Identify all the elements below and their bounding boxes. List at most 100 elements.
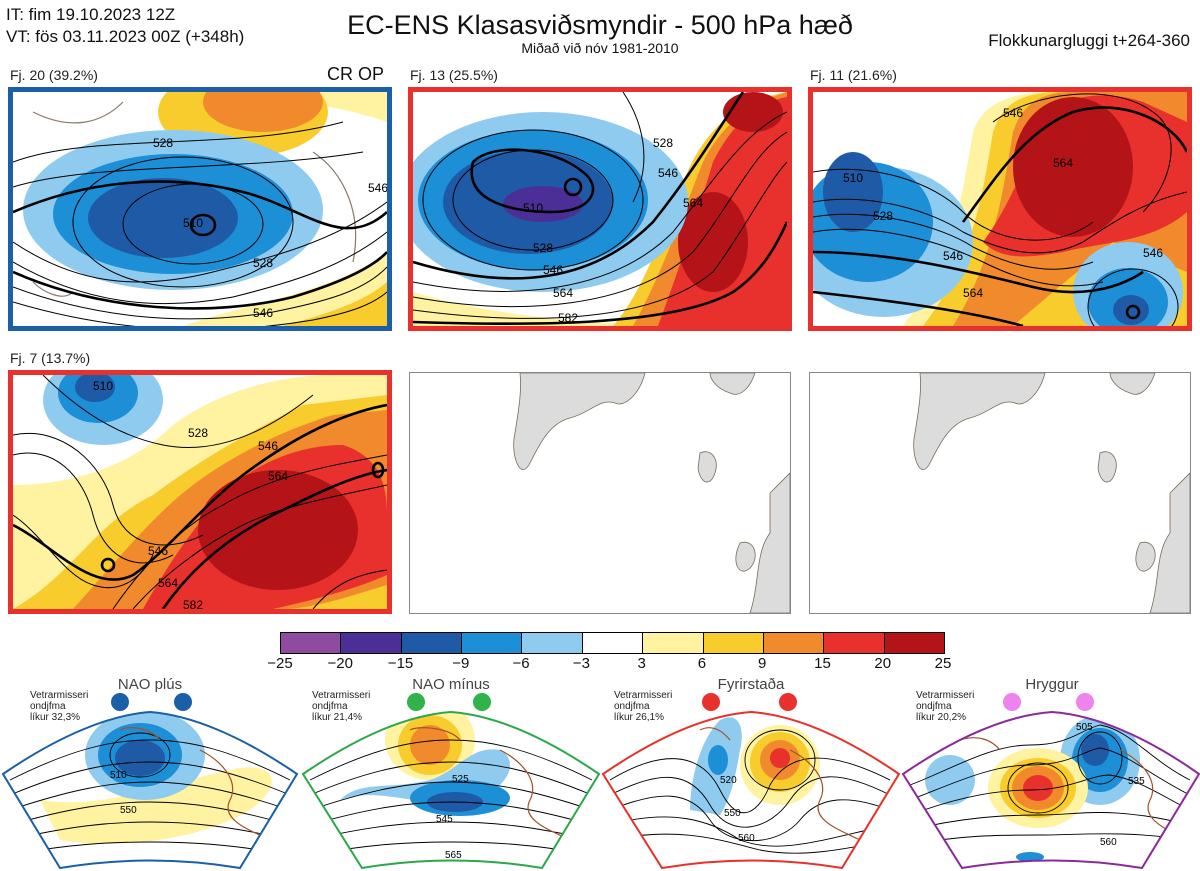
panel-2-contour-label: 582 bbox=[558, 311, 578, 325]
colorbar-tick-label: 15 bbox=[814, 655, 831, 672]
regime-2-dot bbox=[407, 693, 425, 711]
regime-3-note: Vetrarmisseri ondjfma líkur 26,1% bbox=[614, 690, 673, 723]
regime-2-contour-label: 565 bbox=[445, 850, 462, 861]
colorbar-cell bbox=[462, 633, 523, 653]
panel-3-label: Fj. 11 (21.6%) bbox=[810, 67, 897, 83]
cluster-map-3: 510 528 546 564 546 564 546 bbox=[808, 87, 1192, 331]
regime-2-note: Vetrarmisseri ondjfma líkur 21,4% bbox=[312, 690, 371, 723]
regime-4-contour-label: 535 bbox=[1128, 776, 1145, 787]
regime-3-frame bbox=[601, 710, 901, 870]
panel-3-contour-label: 546 bbox=[1003, 106, 1023, 120]
colorbar-cell bbox=[281, 633, 342, 653]
panel-2-label: Fj. 13 (25.5%) bbox=[410, 67, 498, 83]
regime-2-contour-label: 525 bbox=[452, 774, 469, 785]
colorbar-tick-label: 25 bbox=[934, 655, 952, 672]
panel-2-contour-label: 510 bbox=[523, 201, 543, 215]
panel-1-contour-label: 546 bbox=[253, 306, 273, 320]
panel-1-crop-label: CR OP bbox=[327, 64, 385, 84]
colorbar-tick-label: −20 bbox=[327, 655, 353, 672]
panel-3-contour-label: 564 bbox=[1053, 156, 1073, 170]
cluster-map-4: 510 528 546 564 546 564 582 bbox=[8, 370, 392, 614]
regime-1-contour-label: 550 bbox=[120, 805, 137, 816]
panel-4-contour-label: 546 bbox=[258, 439, 278, 453]
colorbar-cell bbox=[582, 633, 644, 653]
panel-4-contour-label: 546 bbox=[148, 544, 168, 558]
page-title: EC-ENS Klasasviðsmyndir - 500 hPa hæð bbox=[347, 10, 853, 40]
regime-4-frame bbox=[901, 710, 1200, 870]
regime-4-dot bbox=[1076, 693, 1094, 711]
regime-3-dot bbox=[702, 693, 720, 711]
valid-time: VT: fös 03.11.2023 00Z (+348h) bbox=[6, 27, 245, 46]
regime-1-dot bbox=[111, 693, 129, 711]
panel-4-contour-label: 564 bbox=[268, 469, 288, 483]
colorbar-tick-label: −9 bbox=[452, 655, 470, 672]
cluster-map-2: 510 528 546 564 582 528 546 564 bbox=[408, 87, 792, 331]
regime-2-dot bbox=[473, 693, 491, 711]
regime-3-dot bbox=[779, 693, 797, 711]
colorbar-cell bbox=[763, 633, 825, 653]
colorbar-cell bbox=[824, 633, 885, 653]
regime-1-frame bbox=[1, 710, 299, 870]
colorbar-tick-label: −25 bbox=[267, 655, 293, 672]
panel-2-contour-label: 546 bbox=[543, 263, 563, 277]
regime-3-contour-label: 520 bbox=[720, 775, 737, 786]
cluster-map-1: 528 510 528 546 546 bbox=[8, 87, 392, 331]
colorbar-tick-label: −15 bbox=[387, 655, 414, 672]
header-info: IT: fim 19.10.2023 12Z VT: fös 03.11.202… bbox=[6, 4, 244, 48]
colorbar-cell bbox=[401, 633, 463, 653]
panel-2-contour-label: 528 bbox=[653, 136, 673, 150]
regime-maps: 510 550 525 545 565 bbox=[1, 693, 1200, 870]
panel-1-contour-label: 546 bbox=[368, 181, 387, 195]
empty-map-5 bbox=[409, 372, 791, 614]
panel-3-contour-label: 564 bbox=[963, 286, 983, 300]
panel-2-contour-label: 564 bbox=[553, 286, 573, 300]
regime-4-map bbox=[903, 712, 1199, 868]
panel-1-label: Fj. 20 (39.2%) bbox=[10, 67, 98, 83]
colorbar-cell bbox=[643, 633, 704, 653]
page-subtitle: Miðað við nóv 1981-2010 bbox=[521, 40, 679, 56]
colorbar-labels: −25 −20 −15 −9 −6 −3 3 6 9 15 20 25 bbox=[267, 655, 951, 675]
panel-1-contour-label: 528 bbox=[153, 136, 173, 150]
colorbar-tick-label: 6 bbox=[697, 655, 707, 672]
panel-4-label: Fj. 7 (13.7%) bbox=[10, 350, 91, 366]
regime-4-name: Hryggur bbox=[1025, 676, 1079, 693]
colorbar bbox=[280, 632, 945, 654]
empty-map-6 bbox=[809, 372, 1191, 614]
regime-4-dot bbox=[1003, 693, 1021, 711]
regime-1-contour-label: 510 bbox=[110, 770, 127, 781]
colorbar-tick-label: 3 bbox=[637, 655, 646, 672]
colorbar-tick-label: 20 bbox=[874, 655, 892, 672]
panel-2-contour-label: 528 bbox=[533, 241, 553, 255]
panel-1-contour-label: 510 bbox=[183, 216, 203, 230]
regime-4-contour-label: 560 bbox=[1100, 837, 1117, 848]
panel-3-contour-label: 510 bbox=[843, 171, 863, 185]
colorbar-tick-label: 9 bbox=[758, 655, 767, 672]
regime-4-contour-label: 505 bbox=[1076, 722, 1093, 733]
colorbar-cell bbox=[522, 633, 583, 653]
panel-4-contour-label: 510 bbox=[93, 379, 113, 393]
panel-3-contour-label: 528 bbox=[873, 209, 893, 223]
regime-2-frame bbox=[301, 710, 601, 870]
colorbar-tick-label: −3 bbox=[572, 655, 590, 672]
regime-1-note: Vetrarmisseri ondjfma líkur 32,3% bbox=[30, 690, 89, 723]
panel-3-contour-label: 546 bbox=[943, 249, 963, 263]
colorbar-tick-label: −6 bbox=[512, 655, 530, 672]
regime-1-name: NAO plús bbox=[117, 676, 183, 693]
panel-2-contour-label: 564 bbox=[683, 196, 703, 210]
regime-4-note: Vetrarmisseri ondjfma líkur 20,2% bbox=[916, 690, 975, 723]
regime-2-map bbox=[303, 712, 599, 868]
regime-3-map bbox=[603, 712, 899, 868]
colorbar-cell bbox=[703, 633, 764, 653]
panel-1-contour-label: 528 bbox=[253, 256, 273, 270]
regime-2-name: NAO mínus bbox=[412, 676, 490, 693]
regime-3-contour-label: 560 bbox=[738, 833, 755, 844]
panel-4-contour-label: 564 bbox=[158, 576, 178, 590]
panel-3-contour-label: 546 bbox=[1143, 246, 1163, 260]
classification-window: Flokkunargluggi t+264-360 bbox=[988, 31, 1190, 50]
regime-1-dot bbox=[174, 693, 192, 711]
initial-time: IT: fim 19.10.2023 12Z bbox=[6, 5, 176, 24]
panel-4-contour-label: 582 bbox=[183, 598, 203, 609]
panel-2-contour-label: 546 bbox=[658, 166, 678, 180]
colorbar-cell bbox=[884, 633, 944, 653]
panel-4-contour-label: 528 bbox=[188, 426, 208, 440]
